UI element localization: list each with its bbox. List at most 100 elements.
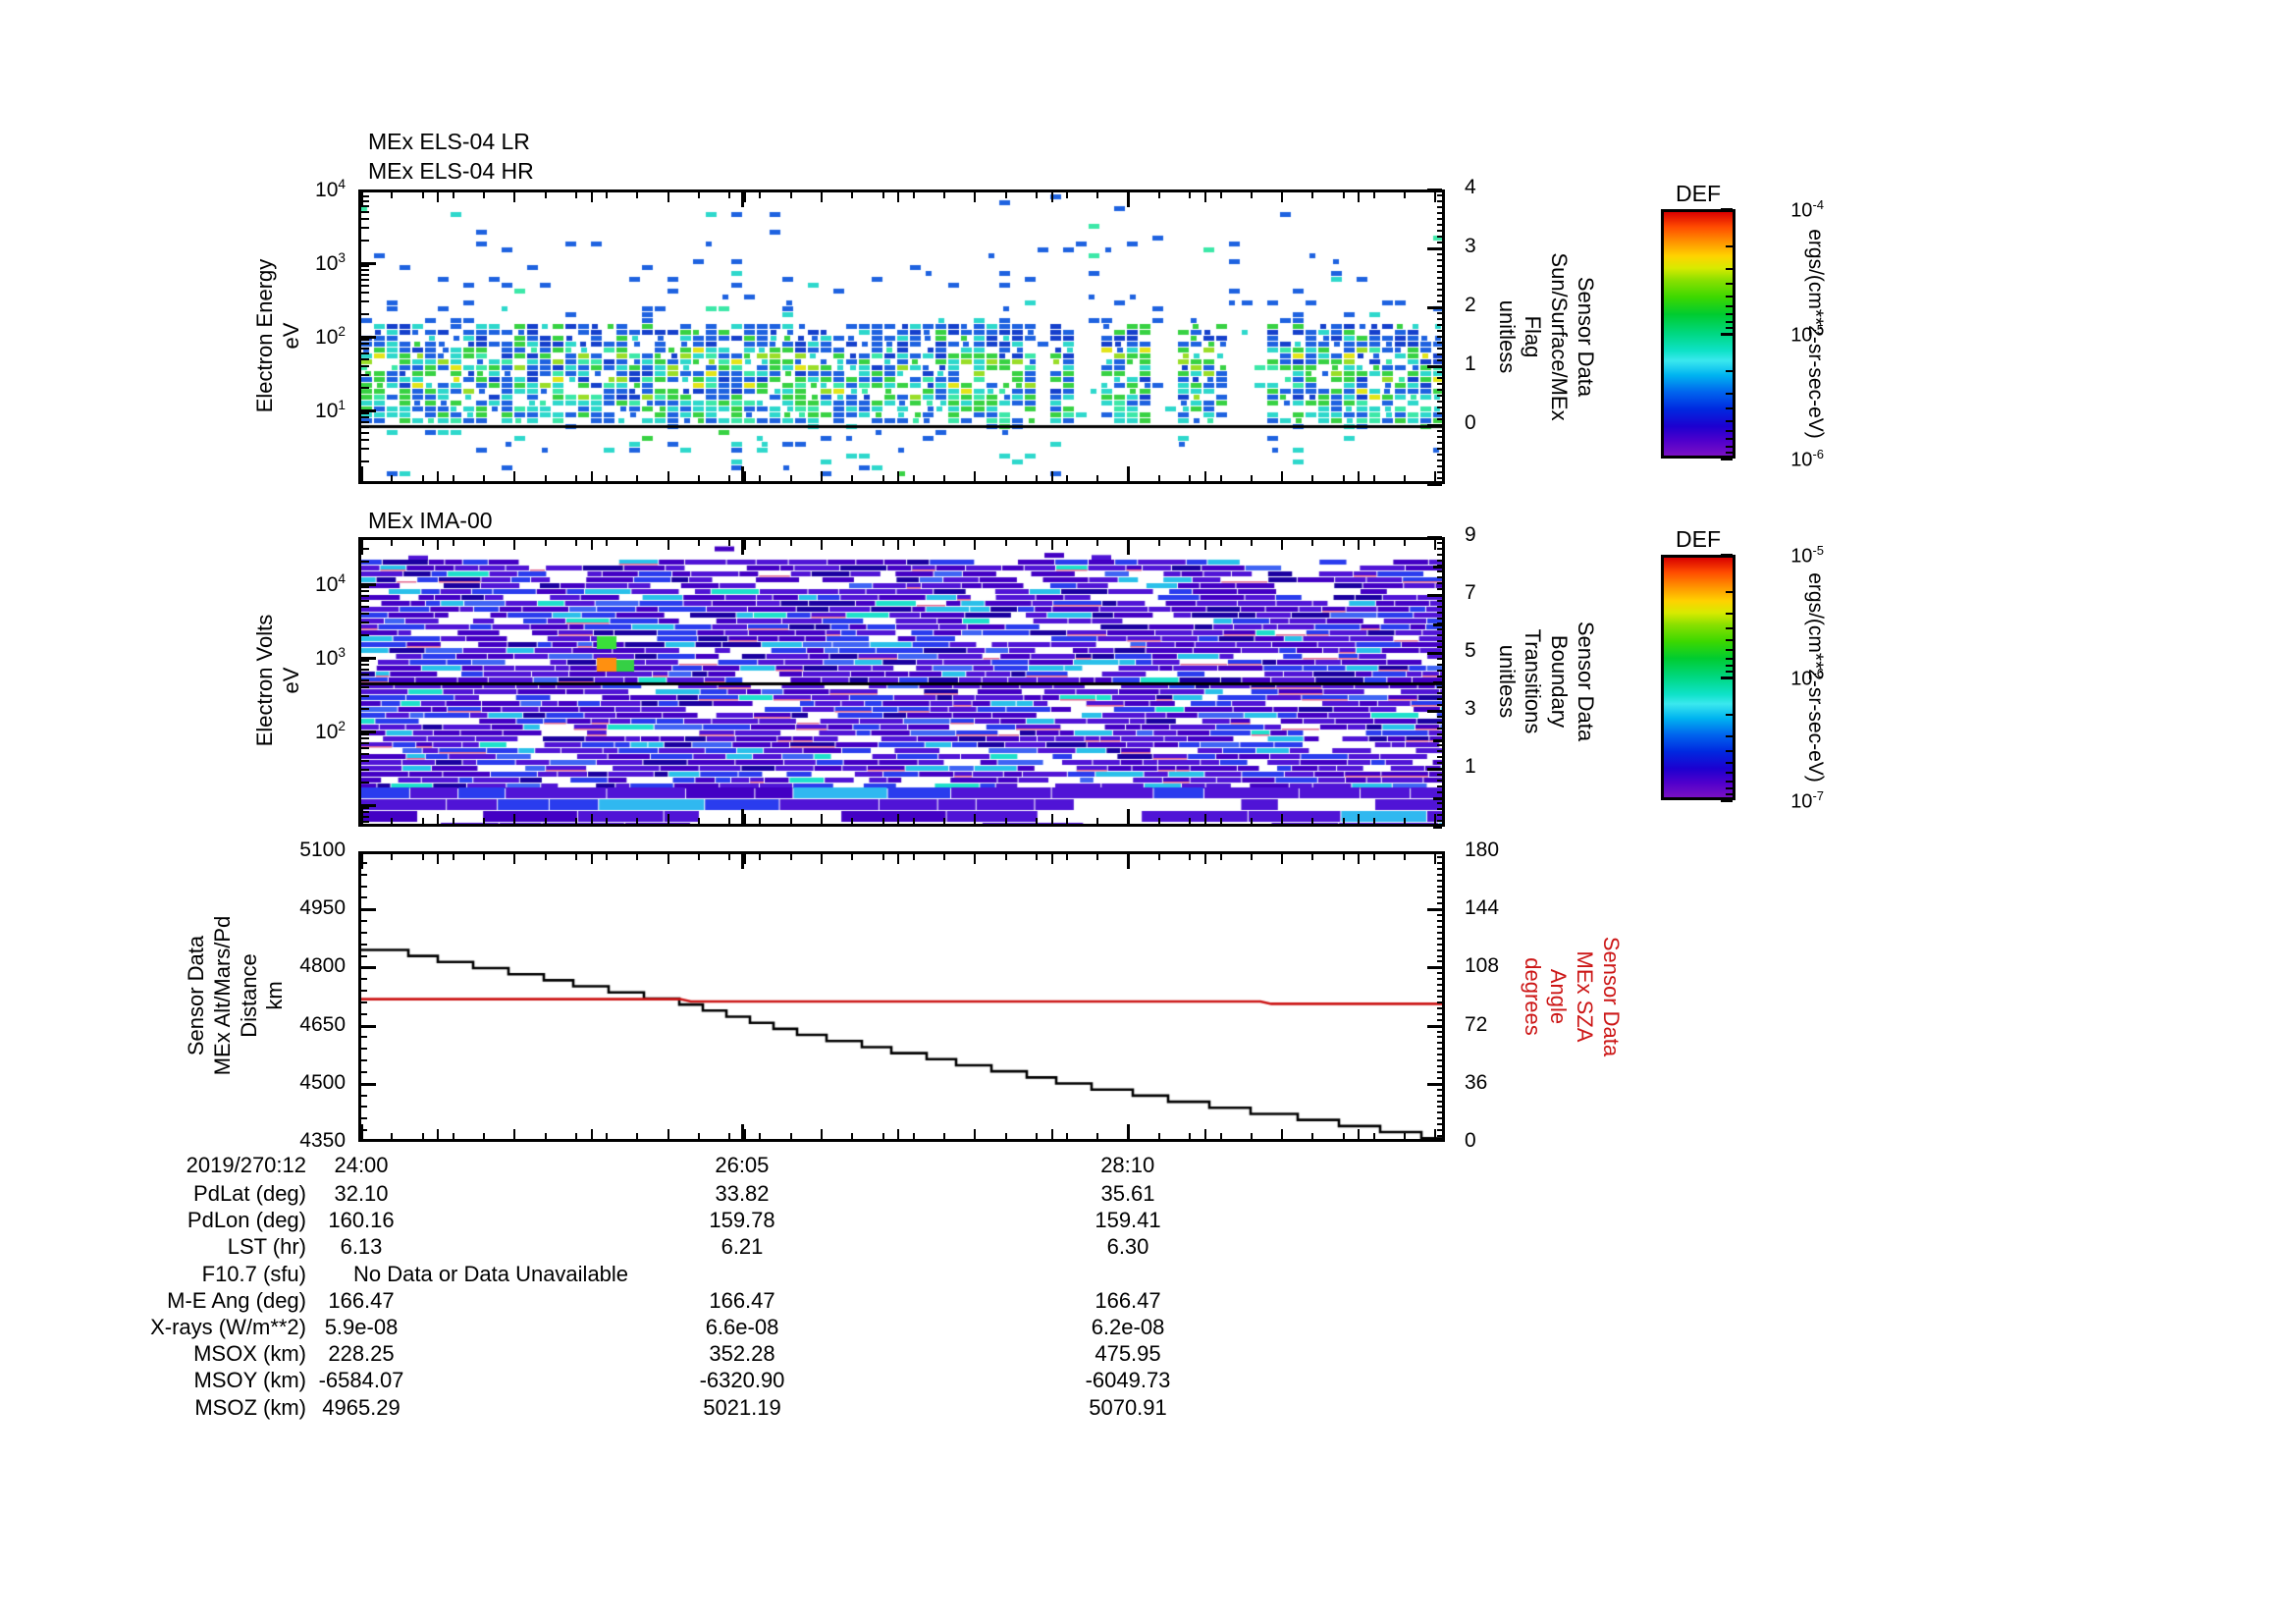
axis-tick — [360, 1124, 363, 1139]
axis-tick — [636, 854, 638, 860]
axis-tick — [744, 814, 746, 824]
axis-tick — [1427, 1083, 1442, 1086]
axis-tick — [1427, 594, 1442, 597]
axis-tick — [667, 471, 669, 481]
axis-tick — [1343, 854, 1345, 860]
time-tick-label: 28:10 — [1100, 1153, 1155, 1177]
axis-tick — [882, 818, 884, 824]
axis-tick — [1096, 475, 1098, 481]
axis-tick — [1726, 327, 1733, 329]
axis-tick — [821, 471, 823, 481]
axis-tick — [1437, 300, 1442, 302]
axis-tick — [1437, 646, 1442, 648]
axis-tick — [1427, 365, 1442, 368]
axis-tick — [606, 818, 608, 824]
axis-tick — [1311, 1133, 1313, 1139]
axis-tick — [591, 192, 593, 202]
axis-tick — [361, 352, 369, 354]
axis-tick — [1427, 1025, 1442, 1028]
axis-tick — [1437, 1036, 1442, 1038]
axis-tick — [1437, 756, 1442, 758]
axis-tick — [1721, 676, 1733, 679]
y-tick-label: 5100 — [299, 839, 346, 861]
axis-tick — [513, 1129, 515, 1139]
axis-tick — [391, 192, 393, 198]
axis-tick — [1437, 774, 1442, 776]
axis-tick — [636, 540, 638, 546]
axis-tick — [1005, 854, 1007, 860]
axis-tick — [1204, 1129, 1206, 1139]
axis-tick — [1437, 477, 1442, 479]
axis-tick — [422, 540, 424, 546]
axis-tick — [1437, 253, 1442, 255]
axis-tick — [1437, 1106, 1442, 1108]
axis-tick — [361, 660, 369, 662]
axis-tick — [391, 475, 393, 481]
axis-tick — [1096, 1133, 1098, 1139]
axis-tick — [1036, 192, 1038, 198]
axis-tick — [361, 285, 369, 287]
axis-tick — [1721, 799, 1733, 802]
axis-tick — [453, 192, 454, 198]
axis-tick — [882, 854, 884, 860]
axis-tick — [913, 540, 915, 546]
axis-tick — [391, 854, 393, 860]
axis-tick — [1726, 665, 1733, 667]
axis-tick — [913, 475, 915, 481]
axis-tick — [1437, 938, 1442, 940]
axis-tick — [361, 686, 369, 688]
axis-tick — [1437, 704, 1442, 706]
axis-tick — [1281, 471, 1283, 481]
axis-tick — [974, 471, 976, 481]
axis-tick — [1127, 540, 1130, 555]
axis-tick — [1437, 324, 1442, 326]
axis-tick — [1437, 1071, 1442, 1073]
axis-tick — [821, 854, 823, 864]
axis-tick — [361, 416, 369, 418]
axis-tick — [1437, 658, 1442, 660]
axis-tick — [1437, 1111, 1442, 1113]
axis-tick — [851, 192, 853, 198]
table-row-label: MSOZ (km) — [194, 1395, 306, 1420]
axis-tick — [361, 1083, 376, 1086]
axis-tick — [1311, 540, 1313, 546]
axis-tick — [1437, 436, 1442, 438]
table-cell-value: 166.47 — [709, 1288, 775, 1313]
axis-tick — [1404, 854, 1406, 860]
axis-tick — [483, 475, 485, 481]
axis-tick — [361, 292, 369, 294]
axis-tick — [1373, 1133, 1375, 1139]
y-tick-label: 4350 — [299, 1129, 346, 1152]
colorbar-tick-label: 10-5 — [1790, 322, 1824, 347]
axis-tick — [1204, 854, 1206, 864]
axis-tick — [1726, 420, 1733, 422]
axis-tick — [1437, 377, 1442, 379]
axis-tick — [1437, 465, 1442, 467]
axis-tick — [1437, 548, 1442, 550]
axis-tick — [1437, 395, 1442, 397]
axis-tick — [1437, 820, 1442, 822]
axis-tick — [759, 540, 761, 546]
axis-tick — [1373, 540, 1375, 546]
axis-tick — [1437, 606, 1442, 608]
axis-tick — [361, 1129, 367, 1131]
axis-tick — [1066, 854, 1068, 860]
axis-tick — [361, 387, 369, 389]
axis-tick — [1427, 652, 1442, 655]
colorbar-ima-title: DEF — [1676, 526, 1721, 552]
traj-right-axis-label: Sensor Data MEx SZA Angle degrees — [1520, 936, 1624, 1057]
axis-tick — [1437, 692, 1442, 694]
axis-tick — [361, 674, 369, 676]
traj-y-axis-label: Sensor Data MEx Alt/Mars/Pd Distance km — [184, 915, 288, 1076]
axis-tick — [1437, 336, 1442, 338]
axis-tick — [360, 540, 363, 555]
axis-tick — [1726, 446, 1733, 448]
axis-tick — [698, 540, 700, 546]
table-cell-value: 352.28 — [709, 1341, 775, 1366]
table-cell-value: 6.13 — [340, 1234, 383, 1259]
axis-tick — [1158, 818, 1160, 824]
els-spectrogram-panel — [358, 189, 1445, 484]
axis-tick — [1127, 809, 1130, 824]
axis-tick — [1404, 540, 1406, 546]
y-tick-label: 4500 — [299, 1071, 346, 1094]
